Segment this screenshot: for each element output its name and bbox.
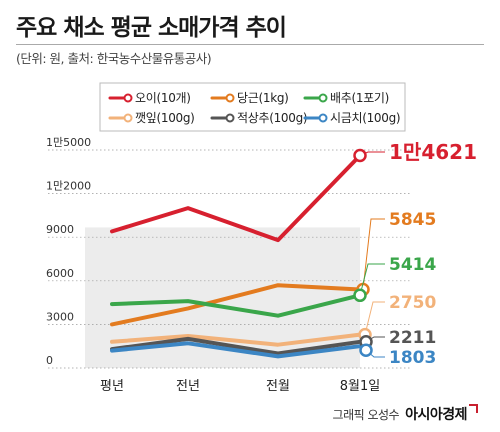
y-tick-label: 1만5000 xyxy=(46,136,91,149)
legend-label: 오이(10개) xyxy=(135,91,191,105)
leader-line xyxy=(359,263,385,296)
y-tick-label: 3000 xyxy=(46,310,74,323)
data-label: 5414 xyxy=(389,255,436,275)
data-label: 1803 xyxy=(389,348,436,368)
brand-logo-text: 아시아경제 xyxy=(405,407,467,423)
legend-swatch-marker xyxy=(318,93,328,103)
legend-label: 시금치(100g) xyxy=(330,111,400,125)
data-point-marker xyxy=(359,343,373,357)
data-label: 1만4621 xyxy=(389,140,477,164)
data-point-marker xyxy=(353,288,367,303)
chart-title: 주요 채소 평균 소매가격 추이 xyxy=(16,15,287,41)
data-label: 2211 xyxy=(389,328,436,348)
leader-line xyxy=(364,301,385,335)
chart-subtitle: (단위: 원, 출처: 한국농수산물유통공사) xyxy=(16,51,212,66)
data-label: 2750 xyxy=(389,293,436,313)
data-label: 5845 xyxy=(389,210,436,230)
legend-swatch-marker xyxy=(123,93,133,103)
legend-label: 배추(1포기) xyxy=(330,91,389,105)
y-tick-label: 9000 xyxy=(46,223,74,236)
legend-swatch-marker xyxy=(225,93,235,103)
series-line xyxy=(110,283,362,327)
data-point-marker xyxy=(353,148,367,163)
legend-label: 당근(1kg) xyxy=(237,91,289,105)
credit-text: 그래픽 오성수 xyxy=(332,408,400,422)
y-tick-label: 1만2000 xyxy=(46,180,91,193)
legend-box xyxy=(99,82,406,132)
series-line xyxy=(110,293,362,318)
legend-label: 깻잎(100g) xyxy=(135,111,195,125)
series-line xyxy=(110,153,362,243)
x-tick-label: 전년 xyxy=(176,379,200,394)
series-line xyxy=(110,336,362,356)
graphic-credit: 그래픽 오성수 아시아경제 xyxy=(333,404,478,424)
y-tick-label: 0 xyxy=(46,354,53,367)
legend-swatch-marker xyxy=(123,113,133,123)
leader-line xyxy=(362,218,385,290)
x-tick-label: 전월 xyxy=(266,379,290,394)
brand-mark-icon xyxy=(469,404,478,413)
legend-swatch-marker xyxy=(318,113,328,123)
legend-swatch-marker xyxy=(225,113,235,123)
y-tick-label: 6000 xyxy=(46,267,74,280)
series-line xyxy=(110,341,362,359)
title-divider xyxy=(16,44,484,45)
legend-label: 적상추(100g) xyxy=(237,111,307,125)
x-tick-label: 8월1일 xyxy=(340,379,380,394)
series-line xyxy=(110,332,362,347)
x-tick-label: 평년 xyxy=(100,379,124,394)
